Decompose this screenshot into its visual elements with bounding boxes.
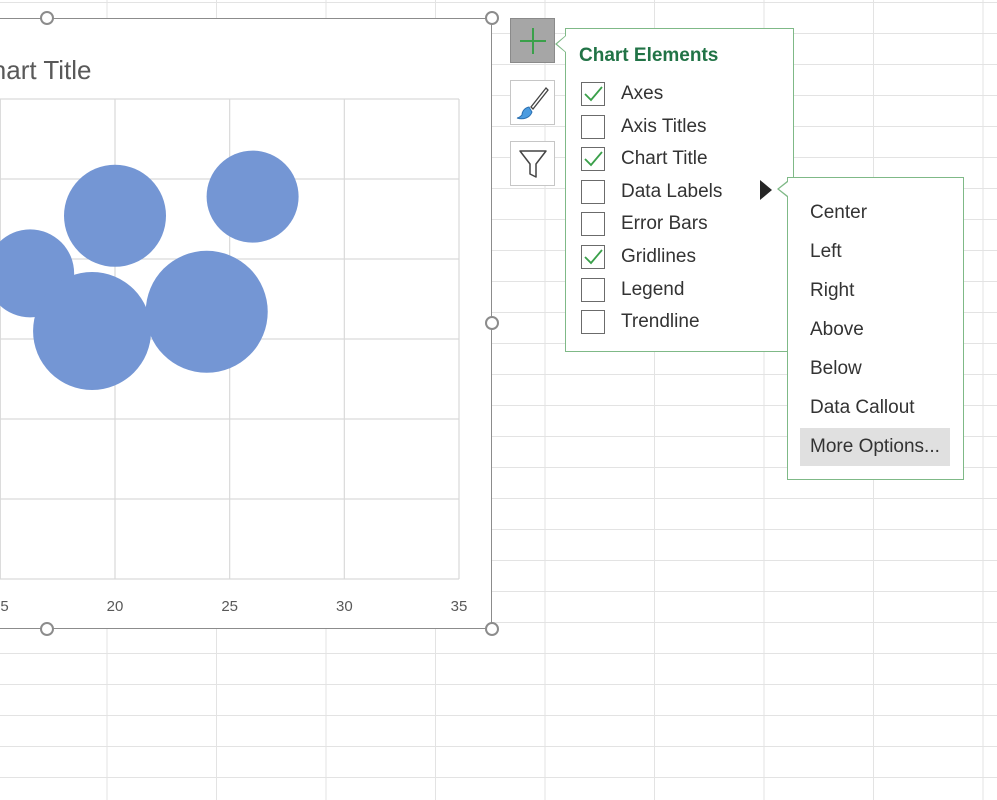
resize-handle-top-right[interactable]: [485, 11, 499, 25]
paintbrush-icon: [516, 86, 549, 119]
resize-handle-bottom[interactable]: [40, 622, 54, 636]
chart-element-label: Data Labels: [621, 180, 723, 202]
data-bubble[interactable]: [145, 250, 268, 373]
x-axis-tick-labels: 15 20 25 30 35: [0, 598, 467, 615]
chart-element-label: Axis Titles: [621, 115, 707, 137]
data-label-option-below[interactable]: Below: [810, 358, 862, 379]
x-tick-label: 15: [0, 598, 9, 615]
chart-element-gridlines[interactable]: Gridlines: [581, 245, 781, 271]
data-label-option-data-callout[interactable]: Data Callout: [810, 397, 915, 418]
plus-icon: [519, 27, 546, 54]
chart-styles-button[interactable]: [510, 80, 555, 125]
checkbox[interactable]: [581, 212, 605, 237]
resize-handle-bottom-right[interactable]: [485, 622, 499, 636]
data-label-option-center[interactable]: Center: [810, 202, 868, 223]
data-bubble[interactable]: [206, 150, 299, 243]
data-label-option-above[interactable]: Above: [810, 319, 864, 340]
chart-element-error-bars[interactable]: Error Bars: [581, 212, 781, 238]
check-icon: [584, 86, 603, 102]
data-label-option-left[interactable]: Left: [810, 241, 842, 262]
x-tick-label: 20: [107, 598, 124, 615]
chart-element-legend[interactable]: Legend: [581, 277, 781, 304]
chart-element-label: Legend: [621, 278, 685, 300]
chart-element-label: Trendline: [621, 311, 700, 333]
chart-element-chart-title[interactable]: Chart Title: [581, 147, 781, 173]
resize-handle-top[interactable]: [40, 11, 54, 25]
checkbox[interactable]: [581, 147, 605, 172]
chart-element-label: Gridlines: [621, 246, 696, 267]
checkbox[interactable]: [581, 277, 605, 302]
chart-element-label: Chart Title: [621, 148, 708, 170]
bubble-series: [0, 150, 299, 390]
chart-element-axis-titles[interactable]: Axis Titles: [581, 114, 781, 141]
data-labels-expand-arrow-icon[interactable]: [760, 180, 772, 200]
chart-filters-button[interactable]: [510, 141, 555, 186]
data-labels-submenu: Center Left Right Above Below Data Callout Mor…: [787, 177, 964, 480]
flyout-title: Chart Elements: [579, 45, 719, 66]
x-tick-label: 25: [221, 598, 238, 615]
plot-area[interactable]: 15 20 25 30 35: [0, 19, 493, 630]
chart-element-data-labels[interactable]: Data Labels: [581, 179, 781, 206]
checkbox[interactable]: [581, 82, 605, 106]
check-icon: [584, 151, 603, 167]
x-tick-label: 35: [451, 598, 468, 615]
resize-handle-right[interactable]: [485, 316, 499, 330]
flyout-pointer-inner: [557, 36, 566, 52]
checkbox[interactable]: [581, 179, 605, 204]
x-tick-label: 30: [336, 598, 353, 615]
chart-elements-flyout: Chart Elements Axes Axis Titles Chart Titl…: [565, 28, 794, 352]
checkbox[interactable]: [581, 114, 605, 139]
data-label-option-more-options[interactable]: More Options...: [800, 428, 950, 466]
chart-elements-button[interactable]: [510, 18, 555, 63]
checkbox[interactable]: [581, 310, 605, 335]
chart-element-label: Error Bars: [621, 213, 708, 235]
checkbox[interactable]: [581, 245, 605, 269]
chart-title[interactable]: Chart Title: [0, 55, 92, 85]
submenu-pointer-inner: [779, 182, 788, 196]
chart-element-label: Axes: [621, 83, 664, 104]
chart-area[interactable]: 15 20 25 30 35 Chart Title: [0, 18, 492, 629]
data-bubble[interactable]: [33, 272, 152, 390]
data-label-option-right[interactable]: Right: [810, 280, 855, 301]
funnel-icon: [518, 149, 547, 178]
chart-element-axes[interactable]: Axes: [581, 82, 781, 108]
data-bubble[interactable]: [64, 164, 166, 267]
chart-element-trendline[interactable]: Trendline: [581, 310, 781, 336]
check-icon: [584, 249, 603, 265]
